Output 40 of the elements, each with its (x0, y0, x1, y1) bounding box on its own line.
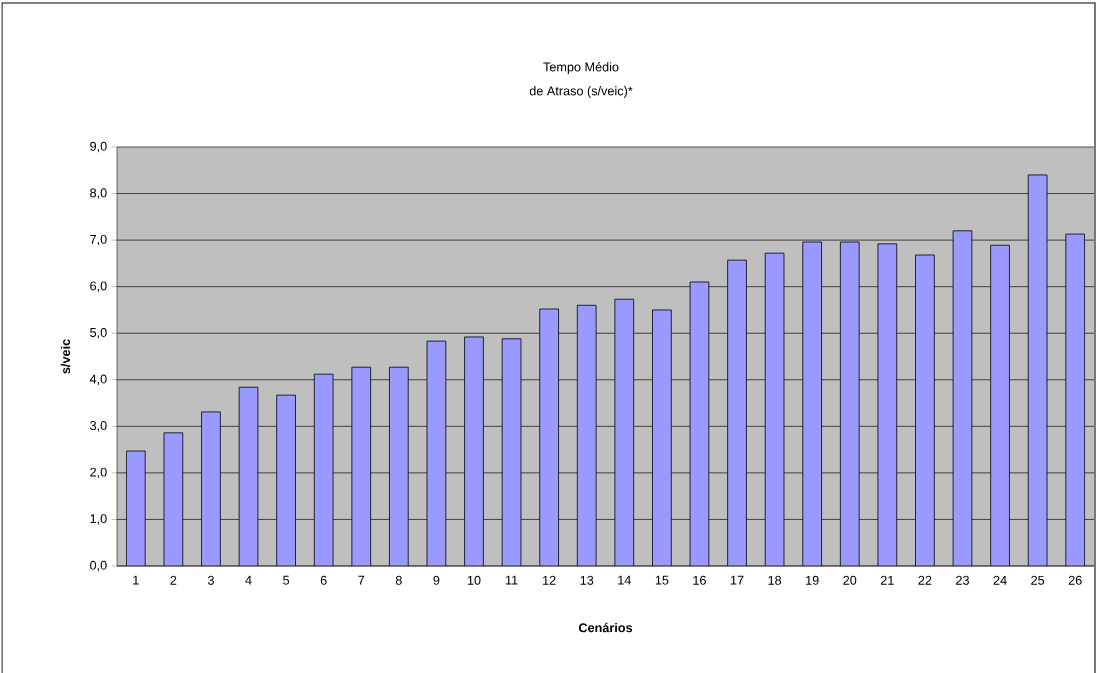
x-tick-label: 13 (580, 575, 594, 585)
x-tick-label: 25 (1031, 575, 1045, 585)
chart-title: Tempo Médio (543, 62, 619, 74)
x-tick-label: 12 (543, 575, 556, 585)
y-tick-label: 3,0 (90, 421, 107, 432)
x-tick-label: 23 (956, 575, 969, 585)
x-tick-label: 10 (467, 575, 481, 585)
y-tick-label: 2,0 (90, 467, 107, 479)
x-tick-label: 20 (843, 575, 857, 585)
x-tick-label: 7 (358, 575, 365, 585)
y-tick-label: 0,0 (90, 560, 107, 572)
y-tick-label: 8,0 (90, 188, 107, 199)
y-axis-title: s/veic (60, 339, 71, 374)
chart-subtitle: de Atraso (s/veic)* (529, 86, 633, 98)
y-tick-label: 1,0 (90, 514, 107, 525)
x-tick-label: 14 (618, 575, 631, 585)
y-tick-label: 7,0 (90, 234, 107, 246)
y-tick-label: 9,0 (90, 141, 107, 153)
x-tick-label: 17 (730, 575, 744, 585)
x-tick-label: 2 (170, 575, 177, 585)
x-tick-label: 4 (245, 575, 252, 585)
x-tick-label: 22 (918, 575, 932, 585)
y-tick-label: 4,0 (89, 374, 107, 386)
x-tick-label: 24 (993, 575, 1007, 585)
x-tick-label: 1 (133, 575, 139, 585)
x-tick-label: 3 (207, 575, 214, 585)
x-tick-label: 15 (655, 575, 669, 585)
x-tick-label: 9 (433, 575, 440, 585)
x-tick-label: 8 (395, 575, 402, 585)
y-tick-label: 6,0 (90, 281, 107, 292)
y-tick-label: 5,0 (90, 327, 107, 339)
x-axis-title: Cenários (578, 622, 633, 633)
x-tick-label: 5 (283, 575, 290, 585)
x-tick-label: 11 (505, 575, 518, 585)
x-tick-label: 16 (693, 575, 706, 585)
x-tick-label: 19 (806, 575, 819, 585)
x-tick-label: 18 (768, 575, 782, 585)
x-tick-label: 21 (880, 575, 894, 585)
x-tick-label: 26 (1068, 575, 1082, 585)
x-tick-label: 6 (320, 575, 327, 585)
